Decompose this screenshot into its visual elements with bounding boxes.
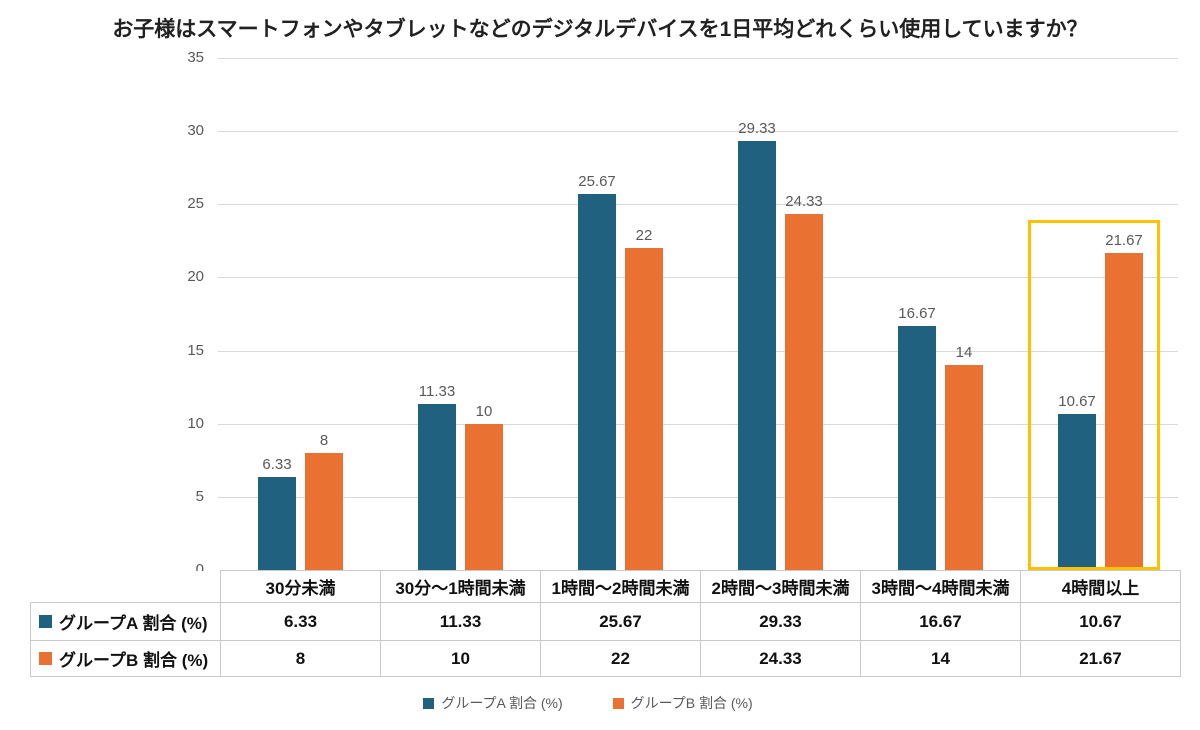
bar-value-label: 22 (635, 227, 653, 244)
column-header: 2時間～3時間未満 (700, 570, 861, 603)
gridline (218, 131, 1178, 132)
bar-group-a-category-5 (1058, 414, 1096, 570)
data-table: 30分未満 30分～1時間未満 1時間～2時間未満 2時間～3時間未満 3時間～… (30, 570, 1181, 677)
bar-value-label: 21.67 (1105, 232, 1143, 249)
bar-value-label: 11.33 (418, 383, 456, 400)
bar-group-a-category-3 (738, 141, 776, 570)
table-cell: 10 (380, 640, 541, 677)
legend-label: グループA 割合 (%) (441, 695, 563, 711)
bar-value-label: 16.67 (898, 305, 936, 322)
gridline (218, 277, 1178, 278)
bar-group-b-category-4 (945, 365, 983, 570)
legend-marker-a-icon (423, 697, 435, 709)
bar-value-label: 29.33 (738, 120, 776, 137)
bar-group-b-category-2 (625, 248, 663, 570)
table-cell: 22 (540, 640, 701, 677)
series-b-marker-icon (39, 652, 52, 665)
bar-group-b-category-3 (785, 214, 823, 570)
y-axis-tick-label: 20 (187, 268, 204, 285)
bar-group-a-category-0 (258, 477, 296, 570)
table-cell: 29.33 (700, 602, 861, 641)
highlight-box-4hours-plus (1028, 220, 1160, 570)
gridline (218, 204, 1178, 205)
bar-value-label: 6.33 (262, 456, 292, 473)
table-row-group-b: グループB 割合 (%) 8 10 22 24.33 14 21.67 (30, 640, 1181, 677)
bar-value-label: 8 (319, 432, 329, 449)
chart-title: お子様はスマートフォンやタブレットなどのデジタルデバイスを1日平均どれくらい使用… (112, 18, 1088, 41)
table-cell: 8 (220, 640, 381, 677)
column-header: 1時間～2時間未満 (540, 570, 701, 603)
row-header-label: グループA 割合 (%) (59, 614, 208, 633)
table-cell: 16.67 (860, 602, 1021, 641)
table-corner-cell (30, 570, 221, 603)
table-header-row: 30分未満 30分～1時間未満 1時間～2時間未満 2時間～3時間未満 3時間～… (30, 570, 1181, 603)
table-row-group-a: グループA 割合 (%) 6.33 11.33 25.67 29.33 16.6… (30, 602, 1181, 641)
legend-item-group-a: グループA 割合 (%) (423, 693, 563, 713)
row-header-group-a: グループA 割合 (%) (30, 602, 221, 641)
bar-group-a-category-2 (578, 194, 616, 570)
column-header: 30分～1時間未満 (380, 570, 541, 603)
bar-group-b-category-5 (1105, 253, 1143, 570)
row-header-group-b: グループB 割合 (%) (30, 640, 221, 677)
bar-value-label: 10 (475, 403, 493, 420)
y-axis-tick-label: 15 (187, 342, 204, 359)
plot-area: 35 30 25 20 15 10 5 0 6.33 11.33 25.67 29.33 16.67 10… (187, 49, 1178, 578)
table-cell: 24.33 (700, 640, 861, 677)
column-header: 3時間～4時間未満 (860, 570, 1021, 603)
y-axis-tick-label: 35 (187, 49, 204, 66)
column-header: 30分未満 (220, 570, 381, 603)
bar-value-label: 24.33 (785, 193, 823, 210)
legend-label: グループB 割合 (%) (630, 695, 753, 711)
bar-group-b-category-1 (465, 424, 503, 570)
bar-value-label: 25.67 (578, 173, 616, 190)
legend-item-group-b: グループB 割合 (%) (612, 693, 753, 713)
y-axis-tick-label: 0 (195, 561, 204, 578)
table-cell: 14 (860, 640, 1021, 677)
row-header-label: グループB 割合 (%) (59, 651, 209, 670)
bar-group-a-category-1 (418, 404, 456, 570)
column-header: 4時間以上 (1020, 570, 1181, 603)
table-cell: 6.33 (220, 602, 381, 641)
bar-value-label: 10.67 (1058, 393, 1096, 410)
table-cell: 25.67 (540, 602, 701, 641)
gridline (218, 497, 1178, 498)
y-axis-tick-label: 30 (187, 122, 204, 139)
table-cell: 11.33 (380, 602, 541, 641)
table-cell: 21.67 (1020, 640, 1181, 677)
y-axis-tick-label: 25 (187, 195, 204, 212)
bar-group-b-category-0 (305, 453, 343, 570)
legend-marker-b-icon (612, 697, 624, 709)
chart-legend: グループA 割合 (%) グループB 割合 (%) (0, 691, 1176, 715)
gridline (218, 424, 1178, 425)
gridline (218, 351, 1178, 352)
table-cell: 10.67 (1020, 602, 1181, 641)
y-axis-tick-label: 10 (187, 415, 204, 432)
series-a-marker-icon (39, 615, 52, 628)
bar-group-a-category-4 (898, 326, 936, 570)
y-axis-tick-label: 5 (195, 488, 204, 505)
bar-value-label: 14 (955, 344, 973, 361)
gridline (218, 58, 1178, 59)
